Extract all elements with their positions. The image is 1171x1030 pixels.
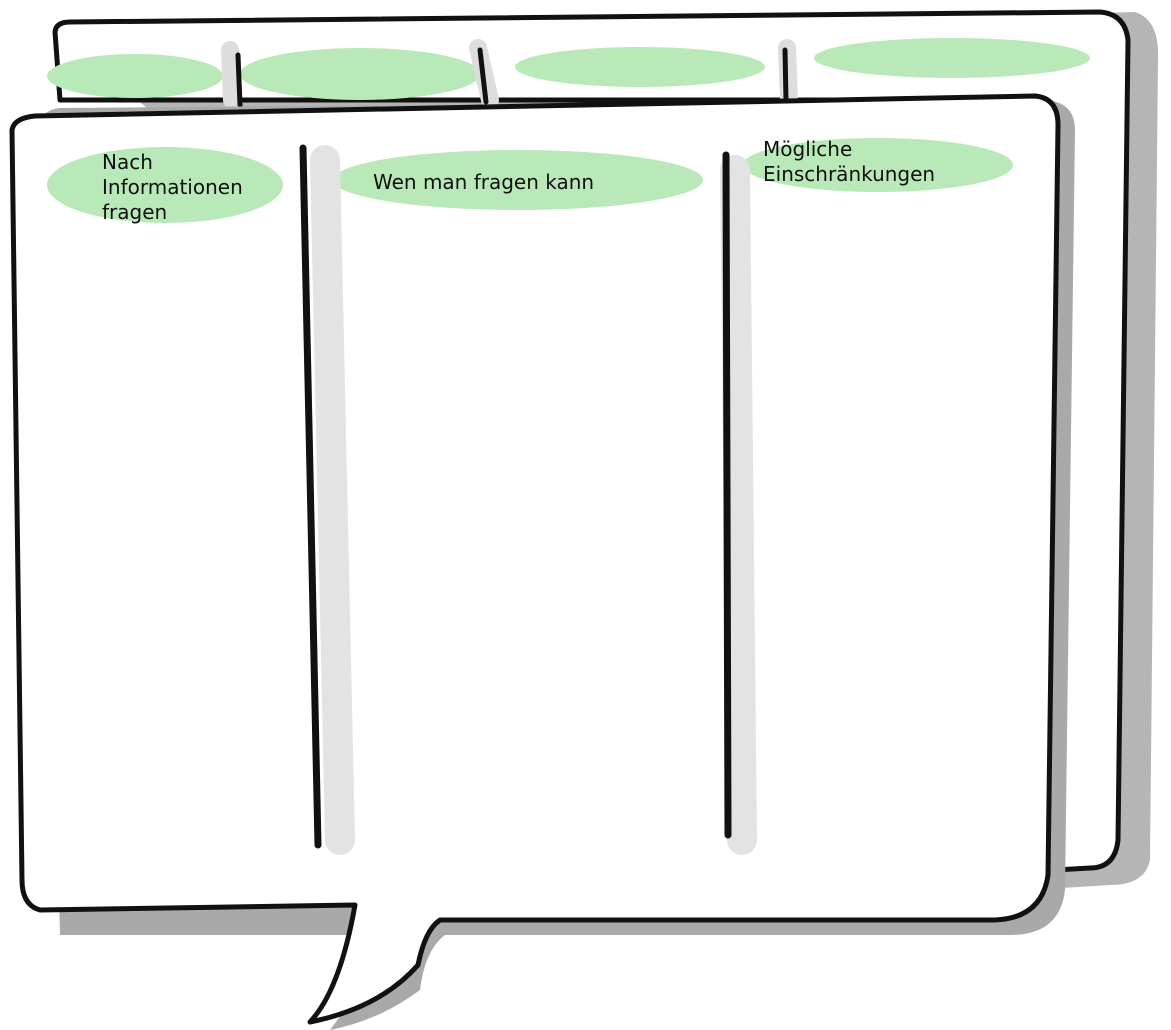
tab-highlights bbox=[47, 38, 1090, 100]
header-highlights bbox=[47, 138, 1013, 223]
tab-dividers bbox=[235, 47, 789, 108]
column-header: Nach Informationen fragen bbox=[102, 150, 243, 224]
column-header: Wen man fragen kann bbox=[373, 170, 595, 194]
column-dividers bbox=[299, 144, 732, 849]
speech-bubble bbox=[9, 93, 1061, 1025]
divider-shadows bbox=[310, 145, 757, 855]
column-header: Mögliche Einschränkungen bbox=[763, 137, 936, 186]
